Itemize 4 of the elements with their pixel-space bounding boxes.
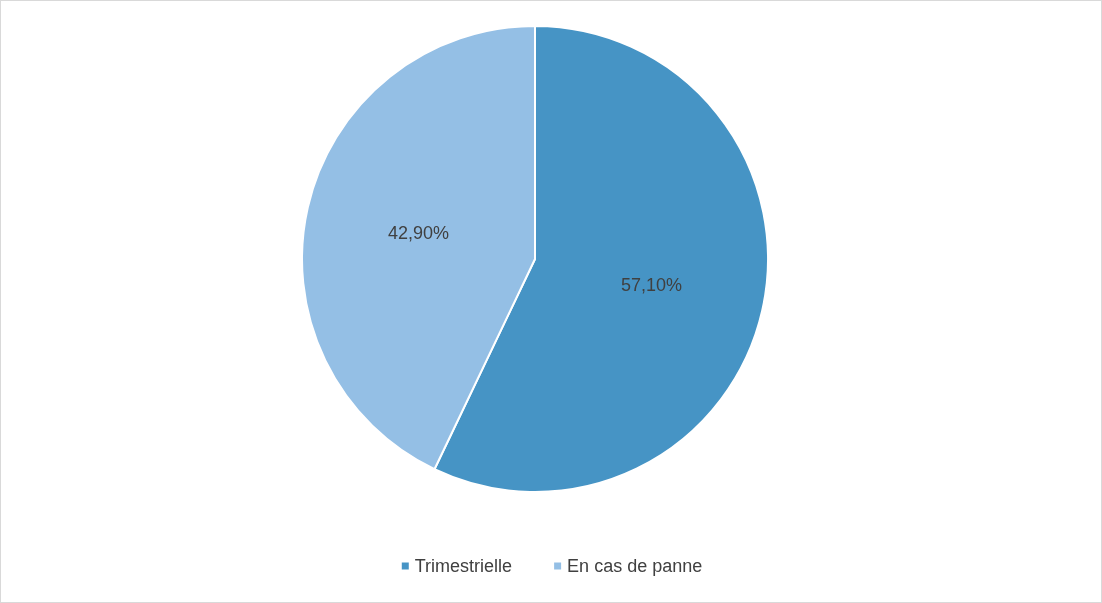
- legend-label: Trimestrielle: [414, 556, 513, 576]
- data-label: 42,90%: [387, 222, 449, 243]
- data-label: 57,10%: [621, 275, 683, 296]
- legend-label: En cas de panne: [567, 556, 703, 576]
